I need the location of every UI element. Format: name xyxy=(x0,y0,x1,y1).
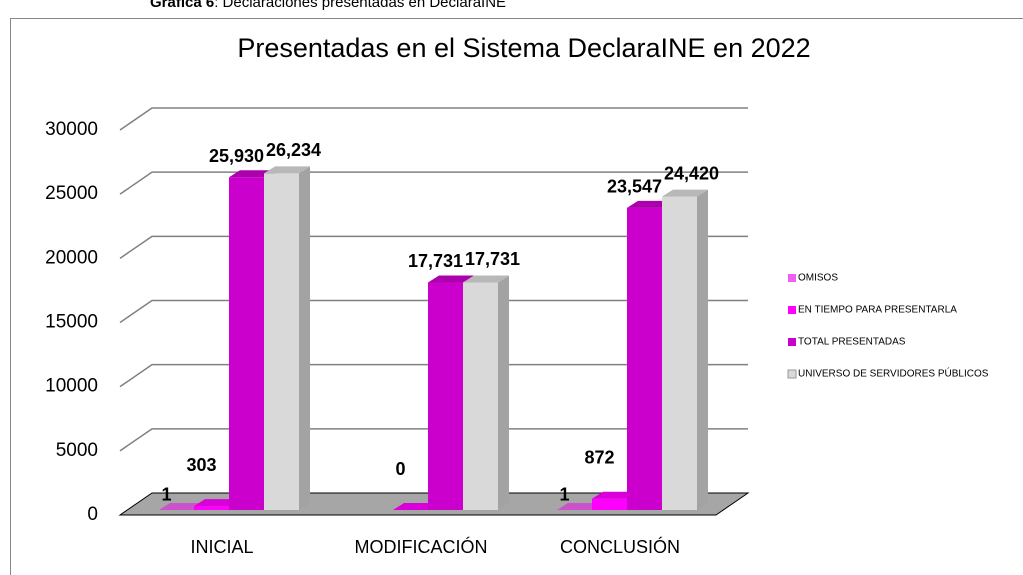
bar xyxy=(662,189,708,511)
bar-top xyxy=(393,503,439,510)
bar xyxy=(264,166,310,511)
legend-label: OMISOS xyxy=(798,273,838,284)
y-tick-label: 30000 xyxy=(45,119,98,140)
grid-line xyxy=(119,299,748,324)
bar-top xyxy=(627,200,673,208)
data-label: 17,731 xyxy=(408,251,463,271)
data-label: 872 xyxy=(584,448,614,468)
x-tick-label: INICIAL xyxy=(190,537,253,557)
data-label: 24,420 xyxy=(664,163,719,183)
x-tick-label: MODIFICACIÓN xyxy=(355,536,488,557)
bar-front xyxy=(662,196,697,511)
y-tick-label: 25000 xyxy=(45,183,98,204)
legend-swatch xyxy=(788,338,796,346)
y-tick-label: 20000 xyxy=(45,247,98,268)
data-label: 1 xyxy=(161,485,171,505)
bar-front xyxy=(428,282,463,510)
bar-front xyxy=(463,282,498,510)
data-label: 17,731 xyxy=(465,249,520,269)
legend-swatch xyxy=(788,306,796,314)
legend-swatch xyxy=(787,369,797,379)
caption-text: : Declaraciones presentadas en DeclaraIN… xyxy=(214,0,506,11)
data-label: 1 xyxy=(559,485,569,505)
data-label: 303 xyxy=(186,455,216,475)
y-tick-label: 0 xyxy=(87,504,98,525)
bar-front xyxy=(592,498,627,510)
bar-side xyxy=(498,275,509,510)
bar-top xyxy=(159,502,205,510)
grid-line xyxy=(119,235,748,259)
bar-top xyxy=(264,166,310,174)
caption-label: Gráfica 6 xyxy=(150,0,214,11)
y-tick-label: 5000 xyxy=(56,440,98,461)
legend-label: UNIVERSO DE SERVIDORES PÚBLICOS xyxy=(798,367,989,380)
bar-top xyxy=(194,499,240,507)
data-label: 26,234 xyxy=(266,140,321,160)
chart-frame xyxy=(10,18,1023,575)
bar-top xyxy=(557,502,603,510)
bar-top xyxy=(428,275,474,283)
bar-top xyxy=(463,275,509,283)
legend-label: EN TIEMPO PARA PRESENTARLA xyxy=(798,305,957,316)
bar xyxy=(393,503,439,510)
data-label: 23,547 xyxy=(607,177,662,197)
data-label: 0 xyxy=(395,459,405,479)
bar xyxy=(463,275,509,510)
data-label: 25,930 xyxy=(209,146,264,166)
y-tick-label: 15000 xyxy=(45,312,98,333)
grid-line xyxy=(119,428,748,452)
chart-title: Presentadas en el Sistema DeclaraINE en … xyxy=(237,33,810,63)
bar-side xyxy=(299,166,310,511)
bar-front xyxy=(194,506,229,510)
legend-label: TOTAL PRESENTADAS xyxy=(798,337,906,348)
bar-top xyxy=(592,491,638,499)
grid-line xyxy=(119,363,748,388)
grid-line xyxy=(119,171,748,195)
bar-front xyxy=(627,207,662,510)
caption: Gráfica 6: Declaraciones presentadas en … xyxy=(150,0,506,11)
bar-front xyxy=(229,177,264,510)
y-tick-label: 10000 xyxy=(45,376,98,397)
bar-side xyxy=(697,189,708,511)
bar-front xyxy=(264,173,299,511)
grid-line xyxy=(119,107,748,131)
bar-top xyxy=(662,189,708,197)
x-tick-label: CONCLUSIÓN xyxy=(560,536,680,557)
legend-swatch xyxy=(788,274,796,282)
bar-top xyxy=(229,170,275,178)
